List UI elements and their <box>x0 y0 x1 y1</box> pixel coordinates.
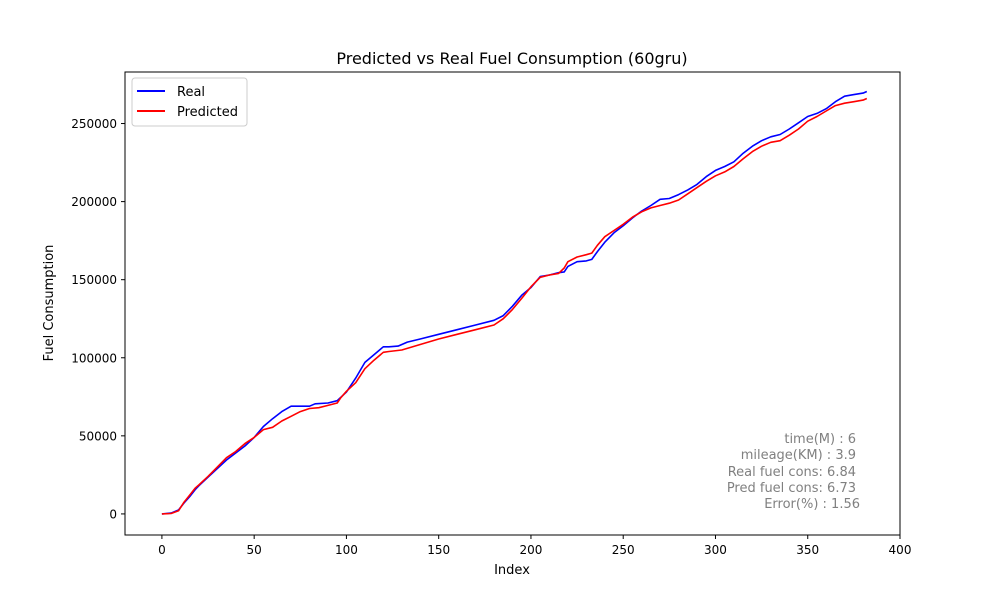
stats-annotation: time(M) : 6 mileage(KM) : 3.9 Real fuel … <box>727 432 860 512</box>
y-tick-label: 100000 <box>71 351 117 365</box>
x-tick-label: 250 <box>612 543 635 557</box>
x-tick-label: 100 <box>335 543 358 557</box>
legend-label-predicted: Predicted <box>177 105 238 120</box>
x-tick-label: 0 <box>158 543 166 557</box>
y-tick-label: 150000 <box>71 273 117 287</box>
y-tick-label: 0 <box>109 507 117 521</box>
plot-series <box>161 90 868 515</box>
x-tick-label: 50 <box>247 543 262 557</box>
chart-title: Predicted vs Real Fuel Consumption (60gr… <box>336 49 687 68</box>
y-tick-label: 200000 <box>71 195 117 209</box>
x-tick-label: 400 <box>889 543 912 557</box>
series-line-predicted <box>161 97 868 515</box>
legend: Real Predicted <box>131 77 248 127</box>
x-tick-label: 200 <box>519 543 542 557</box>
x-axis-ticks: 0 50 100 150 200 250 300 350 400 <box>158 535 911 557</box>
x-tick-label: 150 <box>427 543 450 557</box>
y-tick-label: 250000 <box>71 117 117 131</box>
annotation-pred-fuel: Pred fuel cons: 6.73 <box>727 481 856 496</box>
x-tick-label: 350 <box>796 543 819 557</box>
annotation-mileage: mileage(KM) : 3.9 <box>741 448 856 463</box>
y-axis-label: Fuel Consumption <box>42 245 57 362</box>
annotation-error: Error(%) : 1.56 <box>764 497 860 512</box>
y-axis-ticks: 0 50000 100000 150000 200000 250000 <box>71 117 125 521</box>
x-tick-label: 300 <box>704 543 727 557</box>
legend-label-real: Real <box>177 85 205 100</box>
annotation-time: time(M) : 6 <box>784 432 856 447</box>
x-axis-label: Index <box>494 563 530 578</box>
y-tick-label: 50000 <box>79 429 117 443</box>
annotation-real-fuel: Real fuel cons: 6.84 <box>728 465 856 480</box>
plot-frame <box>124 71 901 536</box>
